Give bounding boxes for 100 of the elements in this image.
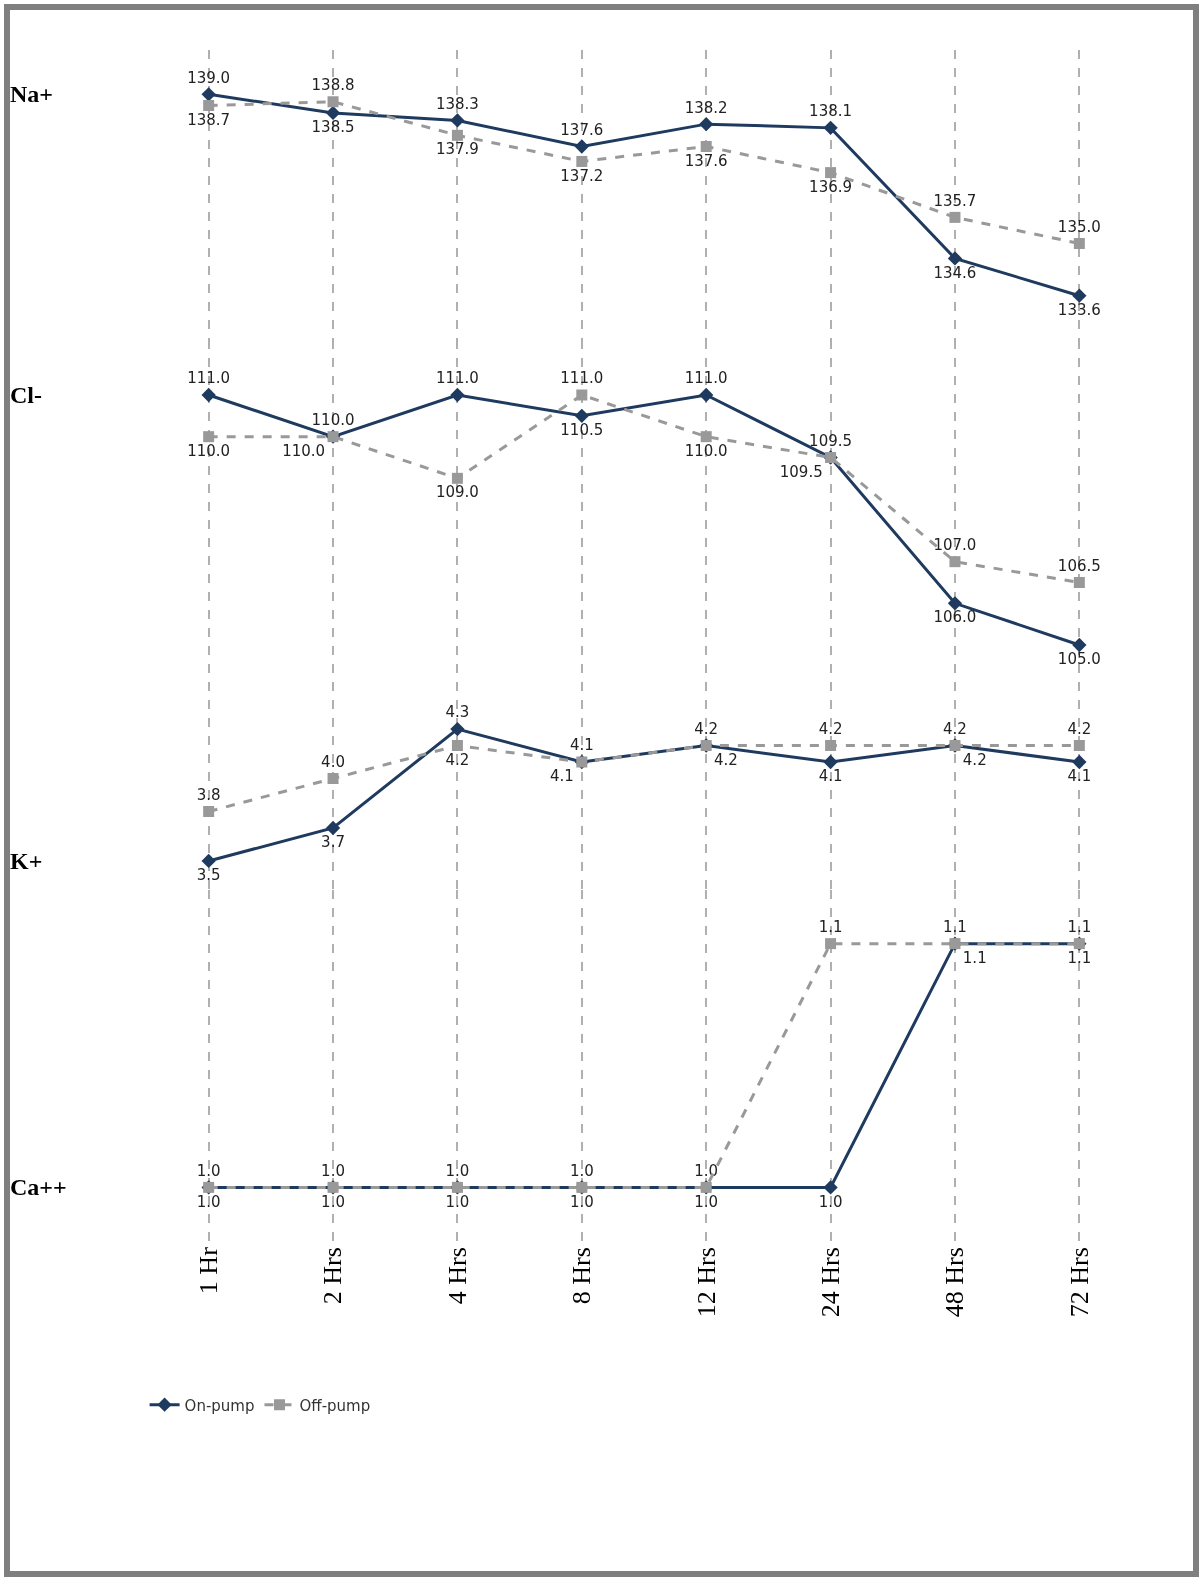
point [574, 408, 589, 423]
point [451, 129, 463, 141]
data-label: 138.5 [311, 118, 355, 137]
legend-label: On-pump [184, 1396, 255, 1415]
data-label: 105.0 [1057, 650, 1101, 669]
data-label: 138.8 [311, 76, 355, 95]
data-label: 106.0 [933, 608, 977, 627]
data-label: 1.0 [694, 1192, 719, 1211]
point [325, 105, 341, 121]
data-label: 1.0 [196, 1192, 221, 1211]
x-tick-label: 72 Hrs [1064, 1247, 1094, 1318]
point [450, 387, 465, 403]
data-label: 111.0 [684, 369, 728, 388]
point [1073, 740, 1085, 752]
point [576, 155, 588, 167]
data-label: 1.1 [962, 948, 987, 967]
data-label: 110.0 [187, 441, 231, 460]
x-tick-label: 2 Hrs [318, 1247, 348, 1305]
point [1073, 237, 1085, 249]
data-label: 1.1 [943, 918, 967, 937]
y-axis-title: Ca++ [10, 1174, 67, 1200]
point [823, 120, 838, 136]
point [1073, 577, 1085, 588]
point [1072, 754, 1087, 770]
data-label: 4.1 [818, 767, 843, 786]
point [574, 139, 589, 154]
data-label: 133.6 [1057, 300, 1101, 319]
point [576, 389, 588, 401]
point [203, 805, 215, 817]
data-label: 109.0 [435, 483, 479, 502]
data-label: 3.7 [321, 833, 345, 852]
point [451, 472, 463, 484]
data-label: 137.6 [684, 151, 728, 170]
data-label: 1.0 [445, 1192, 470, 1211]
point [1072, 637, 1087, 653]
point [699, 116, 714, 132]
y-axis-title: Na+ [10, 81, 54, 107]
data-label: 1.0 [569, 1192, 594, 1211]
point [825, 167, 837, 179]
data-label: 1.1 [1067, 948, 1092, 967]
x-tick-label: 1 Hr [194, 1246, 224, 1295]
data-label: 3.8 [196, 785, 221, 804]
point [451, 740, 463, 752]
data-label: 109.5 [779, 462, 823, 481]
point [949, 556, 961, 568]
data-label: 4.2 [818, 719, 843, 738]
data-label: 1.1 [1067, 918, 1092, 937]
data-label: 1.0 [321, 1161, 345, 1180]
point [327, 96, 339, 108]
data-label: 4.1 [550, 767, 574, 786]
data-label: 1.0 [569, 1161, 594, 1180]
data-label: 136.9 [809, 177, 853, 196]
y-axis-title: K+ [10, 848, 43, 874]
data-label: 110.0 [311, 411, 355, 430]
x-tick-label: 24 Hrs [816, 1247, 846, 1318]
data-label: 138.2 [684, 98, 728, 117]
data-label: 1.1 [818, 918, 843, 937]
data-label: 139.0 [187, 68, 231, 87]
point [201, 853, 216, 869]
data-label: 138.7 [187, 110, 231, 129]
point [823, 754, 838, 770]
data-label: 1.0 [321, 1192, 345, 1211]
data-label: 138.3 [435, 94, 479, 113]
x-tick-label: 8 Hrs [567, 1247, 597, 1305]
point [325, 820, 341, 836]
data-label: 111.0 [187, 369, 231, 388]
data-label: 4.0 [321, 752, 345, 771]
data-label: 1.0 [818, 1192, 843, 1211]
data-label: 110.0 [684, 441, 728, 460]
data-label: 1.0 [196, 1161, 221, 1180]
data-label: 4.2 [445, 750, 470, 769]
data-label: 137.9 [435, 140, 479, 159]
data-label: 134.6 [933, 263, 977, 282]
data-label: 110.0 [282, 441, 326, 460]
legend-label: Off-pump [299, 1396, 371, 1415]
data-label: 111.0 [435, 369, 479, 388]
point [201, 87, 216, 102]
data-label: 4.1 [569, 736, 594, 755]
data-label: 1.0 [694, 1161, 719, 1180]
data-label: 135.0 [1057, 217, 1101, 236]
data-label: 109.5 [809, 431, 853, 450]
y-axis-title: Cl- [10, 382, 42, 408]
point [825, 740, 837, 752]
point [203, 431, 215, 443]
data-label: 110.5 [560, 420, 604, 439]
data-label: 138.1 [809, 102, 853, 121]
data-label: 135.7 [933, 191, 977, 210]
data-label: 4.2 [1067, 719, 1092, 738]
point [450, 721, 465, 737]
data-label: 3.5 [196, 866, 221, 885]
data-label: 1.0 [445, 1161, 470, 1180]
point [1072, 288, 1087, 303]
data-label: 111.0 [560, 369, 604, 388]
x-tick-label: 48 Hrs [940, 1247, 970, 1318]
data-label: 4.2 [943, 719, 967, 738]
data-label: 137.6 [560, 120, 604, 139]
point [699, 387, 714, 403]
x-tick-label: 4 Hrs [442, 1247, 472, 1305]
point [949, 211, 961, 223]
data-label: 4.3 [445, 703, 470, 722]
